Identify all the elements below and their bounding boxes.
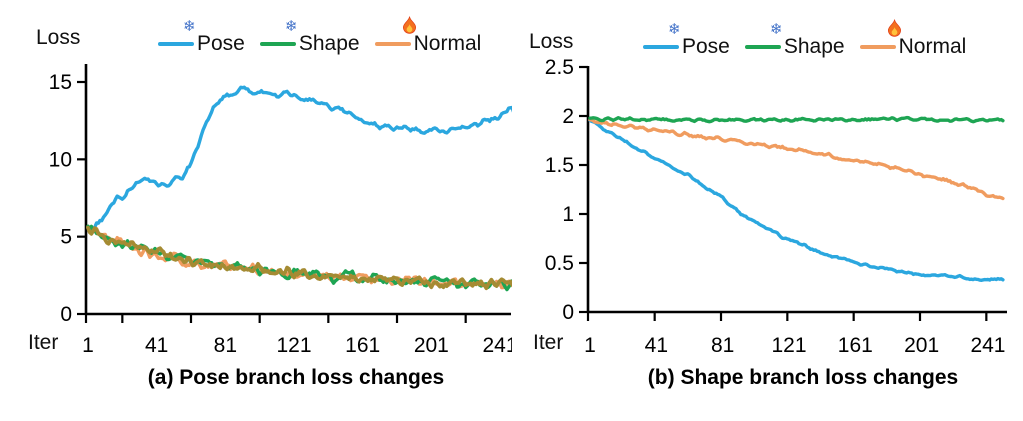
- caption-b: (b) Shape branch loss changes: [647, 366, 959, 389]
- x-tick-label: 201: [904, 334, 939, 357]
- shape-line-swatch: [259, 41, 296, 47]
- legend-label-pose: Pose: [197, 32, 245, 55]
- legend-label-normal: Normal: [413, 32, 482, 55]
- x-tick-label: 81: [711, 334, 734, 357]
- snowflake-icon: ❄: [769, 21, 783, 38]
- pose-line-swatch: [643, 44, 679, 50]
- legend-b: ❄ Pose ❄ Shape Normal: [643, 19, 967, 61]
- x-tick-label: 121: [771, 334, 806, 357]
- x-tick-label: 1: [82, 334, 94, 357]
- legend-item-normal: Normal: [374, 16, 482, 58]
- x-tick-label: 241: [482, 334, 512, 357]
- normal-line-swatch: [859, 44, 896, 50]
- x-tick-label: 241: [970, 334, 1005, 357]
- legend-label-pose: Pose: [682, 35, 730, 58]
- shape-line-swatch: [744, 44, 781, 50]
- y-tick-label: 1: [562, 203, 574, 226]
- legend-label-normal: Normal: [898, 35, 967, 58]
- pose-branch-loss-chart: 0 5 10 15 1 41 81 121 161 201 241: [49, 64, 512, 357]
- pose-line: [86, 85, 512, 232]
- y-tick-label: 0: [562, 301, 574, 324]
- shape-line: [588, 115, 1005, 124]
- shape-branch-loss-chart: 0 0.5 1 1.5 2 2.5 1 41 81 121 161 201 241: [545, 56, 1007, 357]
- chart-panel-b: 0 0.5 1 1.5 2 2.5 1 41 81 121 161 201 241 Loss Iter …: [512, 0, 1023, 421]
- x-tick-label: 121: [276, 334, 311, 357]
- legend-item-pose: ❄ Pose: [643, 22, 730, 61]
- legend-item-pose: ❄ Pose: [158, 19, 245, 58]
- shape-line: [86, 224, 512, 292]
- flame-icon: [887, 19, 902, 40]
- y-tick-label: 10: [49, 148, 72, 171]
- pose-line-swatch: [158, 41, 194, 47]
- normal-line-swatch: [374, 41, 411, 47]
- legend-a: ❄ Pose ❄ Shape Normal: [158, 16, 482, 58]
- flame-icon: [402, 16, 417, 37]
- y-tick-label: 2.5: [545, 56, 574, 79]
- y-tick-label: 1.5: [545, 154, 574, 177]
- legend-label-shape: Shape: [298, 32, 360, 55]
- normal-shape-overlap-line: [86, 225, 512, 291]
- x-axis-title-b: Iter: [533, 331, 564, 354]
- snowflake-icon: ❄: [183, 18, 196, 35]
- y-tick-label: 0.5: [545, 252, 574, 275]
- legend-label-shape: Shape: [783, 35, 845, 58]
- legend-item-normal: Normal: [859, 19, 967, 61]
- y-tick-label: 2: [562, 105, 574, 128]
- legend-item-shape: ❄ Shape: [259, 19, 360, 58]
- caption-a: (a) Pose branch loss changes: [147, 366, 445, 389]
- y-axis-title-b: Loss: [529, 30, 574, 53]
- x-tick-label: 161: [345, 334, 380, 357]
- x-tick-label: 41: [645, 334, 668, 357]
- pose-line: [588, 118, 1005, 282]
- y-tick-label: 5: [60, 226, 72, 249]
- x-tick-label: 41: [145, 334, 168, 357]
- axes: 0 0.5 1 1.5 2 2.5 1 41 81 121 161 201 241: [545, 56, 1007, 357]
- x-axis-title-a: Iter: [28, 331, 59, 354]
- x-tick-label: 1: [584, 334, 596, 357]
- normal-line: [588, 118, 1005, 201]
- x-tick-label: 81: [214, 334, 237, 357]
- snowflake-icon: ❄: [668, 21, 681, 38]
- snowflake-icon: ❄: [284, 18, 298, 35]
- chart-panel-a: 0 5 10 15 1 41 81 121 161 201 241 Loss Iter ❄ Pose…: [28, 16, 512, 389]
- y-axis-title-a: Loss: [36, 26, 81, 49]
- axes: 0 5 10 15 1 41 81 121 161 201 241: [49, 64, 512, 357]
- x-tick-label: 201: [414, 334, 449, 357]
- y-tick-label: 15: [49, 71, 72, 94]
- legend-item-shape: ❄ Shape: [744, 22, 845, 61]
- y-tick-label: 0: [60, 303, 72, 326]
- x-tick-label: 161: [838, 334, 873, 357]
